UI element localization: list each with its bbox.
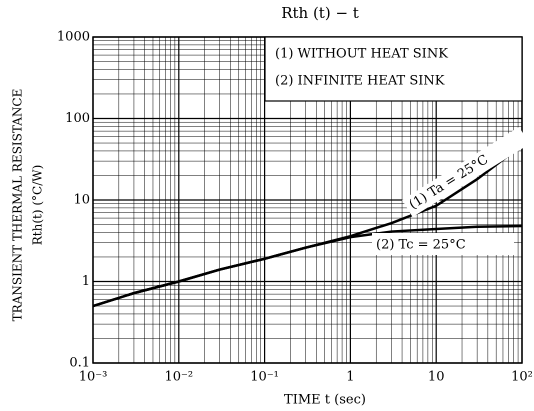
- x-axis-label: TIME t (sec): [284, 393, 366, 408]
- y-tick-label: 0.1: [69, 356, 90, 371]
- y-tick-label: 100: [65, 111, 90, 126]
- y-tick-label: 1000: [57, 30, 90, 45]
- x-tick-label: 1: [346, 370, 354, 385]
- legend-box: [264, 36, 523, 102]
- x-tick-label: 10⁻³: [79, 370, 108, 385]
- y-tick-label: 10: [73, 193, 90, 208]
- label-bg: [402, 126, 530, 217]
- x-tick-label: 10: [428, 370, 445, 385]
- x-tick-label: 10⁻¹: [250, 370, 279, 385]
- series-label: (2) Tc = 25°C: [376, 238, 466, 253]
- x-tick-label: 10⁻²: [164, 370, 193, 385]
- series-line: [92, 224, 523, 308]
- legend-entry: (2) INFINITE HEAT SINK: [275, 74, 445, 89]
- y-axis-label: TRANSIENT THERMAL RESISTANCE: [11, 89, 25, 322]
- label-bg: [372, 233, 514, 255]
- y-tick-label: 1: [82, 274, 90, 289]
- y-axis-label: Rth(t) (°C/W): [31, 165, 45, 246]
- legend-entry: (1) WITHOUT HEAT SINK: [275, 47, 448, 62]
- chart-title: Rth (t) − t: [281, 4, 359, 22]
- x-tick-label: 10²: [511, 370, 533, 385]
